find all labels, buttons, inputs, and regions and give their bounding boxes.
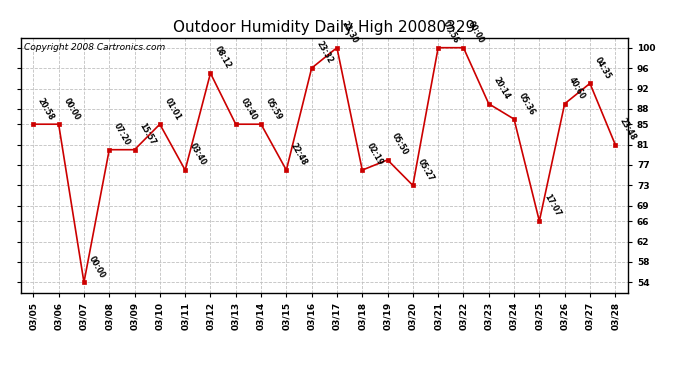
Text: 00:00: 00:00 (61, 96, 81, 122)
Text: 03:40: 03:40 (188, 142, 208, 167)
Text: 05:59: 05:59 (264, 96, 284, 122)
Text: 07:56: 07:56 (441, 20, 461, 45)
Text: 07:20: 07:20 (112, 122, 132, 147)
Text: 08:12: 08:12 (213, 45, 233, 70)
Text: 00:00: 00:00 (466, 20, 486, 45)
Text: Copyright 2008 Cartronics.com: Copyright 2008 Cartronics.com (23, 43, 165, 52)
Text: 23:30: 23:30 (339, 20, 359, 45)
Text: 23:48: 23:48 (618, 116, 638, 142)
Title: Outdoor Humidity Daily High 20080329: Outdoor Humidity Daily High 20080329 (173, 20, 475, 35)
Text: 20:58: 20:58 (36, 96, 56, 122)
Text: 01:01: 01:01 (163, 96, 182, 122)
Text: 15:57: 15:57 (137, 122, 157, 147)
Text: 40:60: 40:60 (567, 76, 587, 101)
Text: 20:14: 20:14 (491, 76, 511, 101)
Text: 22:48: 22:48 (289, 142, 309, 167)
Text: 04:35: 04:35 (593, 56, 613, 81)
Text: 17:07: 17:07 (542, 193, 562, 218)
Text: 02:19: 02:19 (365, 142, 385, 167)
Text: 03:40: 03:40 (239, 96, 258, 122)
Text: 05:36: 05:36 (517, 91, 537, 116)
Text: 23:32: 23:32 (315, 40, 334, 65)
Text: 05:27: 05:27 (415, 157, 435, 183)
Text: 00:00: 00:00 (87, 254, 106, 279)
Text: 05:50: 05:50 (391, 132, 410, 157)
